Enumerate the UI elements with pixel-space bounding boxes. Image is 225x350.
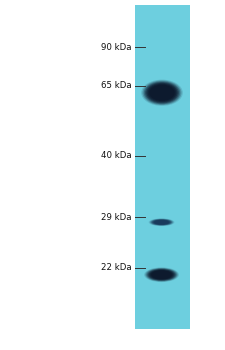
Ellipse shape <box>153 220 170 225</box>
Ellipse shape <box>149 85 175 101</box>
Ellipse shape <box>152 219 171 225</box>
Ellipse shape <box>151 85 173 100</box>
Ellipse shape <box>154 220 169 224</box>
Ellipse shape <box>148 218 175 226</box>
Ellipse shape <box>150 219 173 226</box>
Ellipse shape <box>151 270 172 279</box>
Ellipse shape <box>146 268 177 281</box>
Ellipse shape <box>148 84 176 102</box>
Bar <box>135 5 190 329</box>
Ellipse shape <box>149 219 174 226</box>
Ellipse shape <box>148 269 175 280</box>
Ellipse shape <box>150 270 173 280</box>
Text: 90 kDa: 90 kDa <box>101 43 132 52</box>
Ellipse shape <box>146 83 178 103</box>
Ellipse shape <box>142 80 182 105</box>
Ellipse shape <box>152 271 171 279</box>
Text: 29 kDa: 29 kDa <box>101 212 132 222</box>
Ellipse shape <box>141 80 183 106</box>
Ellipse shape <box>153 219 171 225</box>
Ellipse shape <box>145 268 178 282</box>
Ellipse shape <box>144 267 179 282</box>
Ellipse shape <box>154 220 169 224</box>
Ellipse shape <box>147 269 176 281</box>
Text: 65 kDa: 65 kDa <box>101 81 132 90</box>
Ellipse shape <box>150 85 174 100</box>
Ellipse shape <box>144 81 180 104</box>
Ellipse shape <box>145 82 179 103</box>
Text: 22 kDa: 22 kDa <box>101 263 132 272</box>
Ellipse shape <box>152 271 171 279</box>
Text: 40 kDa: 40 kDa <box>101 151 132 160</box>
Ellipse shape <box>151 219 172 225</box>
